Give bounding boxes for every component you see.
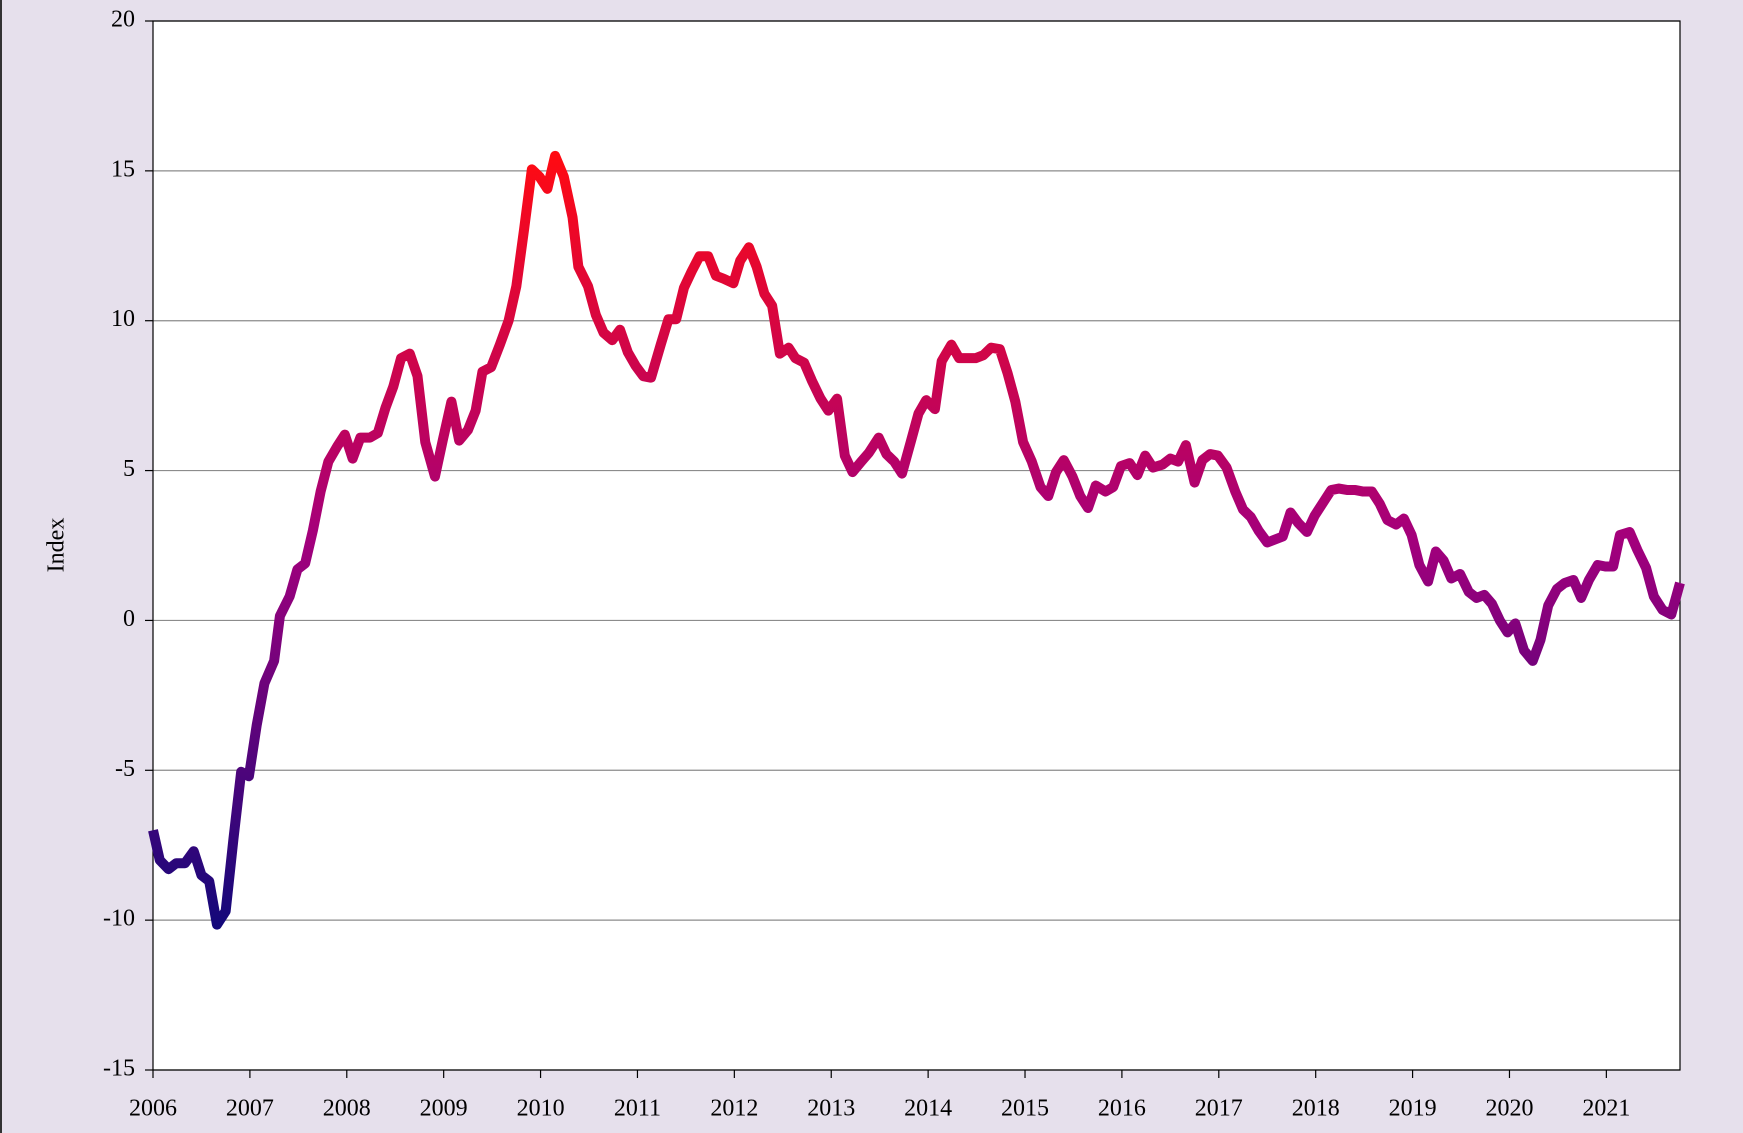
x-tick-label: 2011 [614, 1096, 661, 1122]
x-tick-label: 2021 [1582, 1096, 1630, 1122]
y-tick-label: 5 [123, 456, 135, 482]
y-axis-title: Index [44, 518, 70, 573]
x-tick-label: 2014 [904, 1096, 952, 1122]
x-tick-label: 2012 [710, 1096, 758, 1122]
y-tick-label: 20 [111, 7, 135, 33]
y-tick-label: -15 [103, 1056, 135, 1082]
x-tick-label: 2013 [807, 1096, 855, 1122]
data-line [148, 150, 1685, 930]
x-tick-label: 2020 [1485, 1096, 1533, 1122]
x-tick-label: 2019 [1389, 1096, 1437, 1122]
x-tick-label: 2010 [517, 1096, 565, 1122]
y-tick-label: 0 [123, 606, 135, 632]
x-tick-label: 2015 [1001, 1096, 1049, 1122]
y-tick-label: 10 [111, 306, 135, 332]
x-tick-label: 2016 [1098, 1096, 1146, 1122]
plot-frame [152, 20, 1681, 1071]
y-tick-label: -5 [115, 756, 135, 782]
x-tick-label: 2009 [420, 1096, 468, 1122]
x-tick-label: 2007 [226, 1096, 274, 1122]
x-tick-label: 2017 [1195, 1096, 1243, 1122]
x-tick-label: 2008 [323, 1096, 371, 1122]
y-tick-label: -10 [103, 906, 135, 932]
plot-area [153, 21, 1680, 1070]
x-tick-label: 2006 [129, 1096, 177, 1122]
y-tick-label: 15 [111, 156, 135, 182]
x-tick-label: 2018 [1292, 1096, 1340, 1122]
